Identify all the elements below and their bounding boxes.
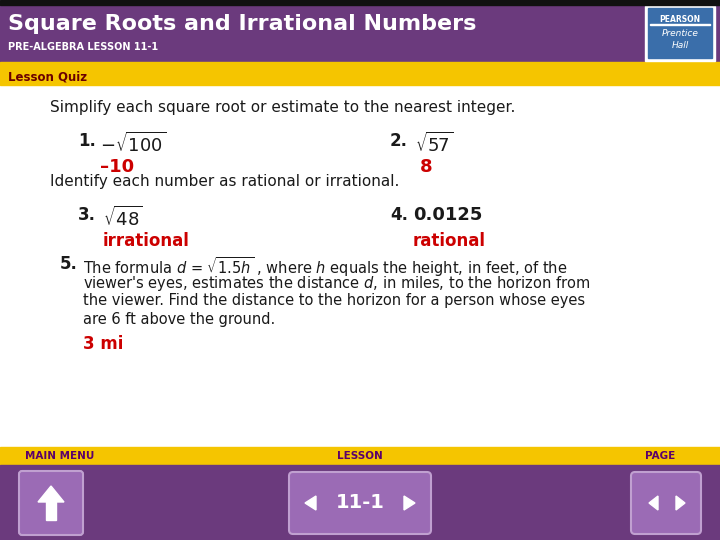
Text: $-\sqrt{100}$: $-\sqrt{100}$: [100, 132, 166, 156]
Text: Square Roots and Irrational Numbers: Square Roots and Irrational Numbers: [8, 14, 477, 34]
Text: 0.0125: 0.0125: [413, 206, 482, 224]
Text: 2.: 2.: [390, 132, 408, 150]
Text: LESSON: LESSON: [337, 451, 383, 461]
Text: PAGE: PAGE: [645, 451, 675, 461]
Bar: [650, 24, 710, 25]
Text: viewer's eyes, estimates the distance $d$, in miles, to the horizon from: viewer's eyes, estimates the distance $d…: [83, 274, 590, 293]
Text: are 6 ft above the ground.: are 6 ft above the ground.: [83, 312, 275, 327]
Bar: [46, 500, 56, 520]
Text: PEARSON: PEARSON: [660, 15, 701, 24]
Text: 3.: 3.: [78, 206, 96, 224]
Text: Simplify each square root or estimate to the nearest integer.: Simplify each square root or estimate to…: [50, 100, 516, 115]
Bar: [0, 465, 720, 540]
Bar: [0, 0, 720, 5]
Polygon shape: [404, 496, 415, 510]
Text: PRE-ALGEBRA LESSON 11-1: PRE-ALGEBRA LESSON 11-1: [8, 42, 158, 52]
Text: 8: 8: [420, 158, 433, 176]
Bar: [645, 6, 715, 61]
Bar: [0, 5, 720, 62]
Text: 3 mi: 3 mi: [83, 335, 123, 353]
Text: irrational: irrational: [103, 232, 190, 250]
Text: $\sqrt{48}$: $\sqrt{48}$: [103, 206, 143, 230]
FancyBboxPatch shape: [289, 472, 431, 534]
Bar: [0, 62, 720, 69]
Text: 1.: 1.: [78, 132, 96, 150]
Text: rational: rational: [413, 232, 486, 250]
Text: 4.: 4.: [390, 206, 408, 224]
Text: The formula $d$ = $\sqrt{1.5h}$ , where $h$ equals the height, in feet, of the: The formula $d$ = $\sqrt{1.5h}$ , where …: [83, 255, 567, 279]
Bar: [0, 447, 720, 465]
Text: Hall: Hall: [671, 40, 688, 50]
Text: –10: –10: [100, 158, 134, 176]
Text: Prentice: Prentice: [662, 30, 698, 38]
Text: 11-1: 11-1: [336, 494, 384, 512]
FancyBboxPatch shape: [19, 471, 83, 535]
Text: Lesson Quiz: Lesson Quiz: [8, 71, 87, 84]
Text: 5.: 5.: [60, 255, 78, 273]
Text: the viewer. Find the distance to the horizon for a person whose eyes: the viewer. Find the distance to the hor…: [83, 293, 585, 308]
Text: $\sqrt{57}$: $\sqrt{57}$: [415, 132, 454, 156]
Polygon shape: [305, 496, 316, 510]
Bar: [648, 8, 712, 58]
Polygon shape: [676, 496, 685, 510]
Polygon shape: [649, 496, 658, 510]
Polygon shape: [38, 486, 64, 502]
FancyBboxPatch shape: [631, 472, 701, 534]
Text: MAIN MENU: MAIN MENU: [25, 451, 95, 461]
Bar: [0, 85, 720, 465]
Bar: [0, 69, 720, 85]
Text: Identify each number as rational or irrational.: Identify each number as rational or irra…: [50, 174, 400, 189]
